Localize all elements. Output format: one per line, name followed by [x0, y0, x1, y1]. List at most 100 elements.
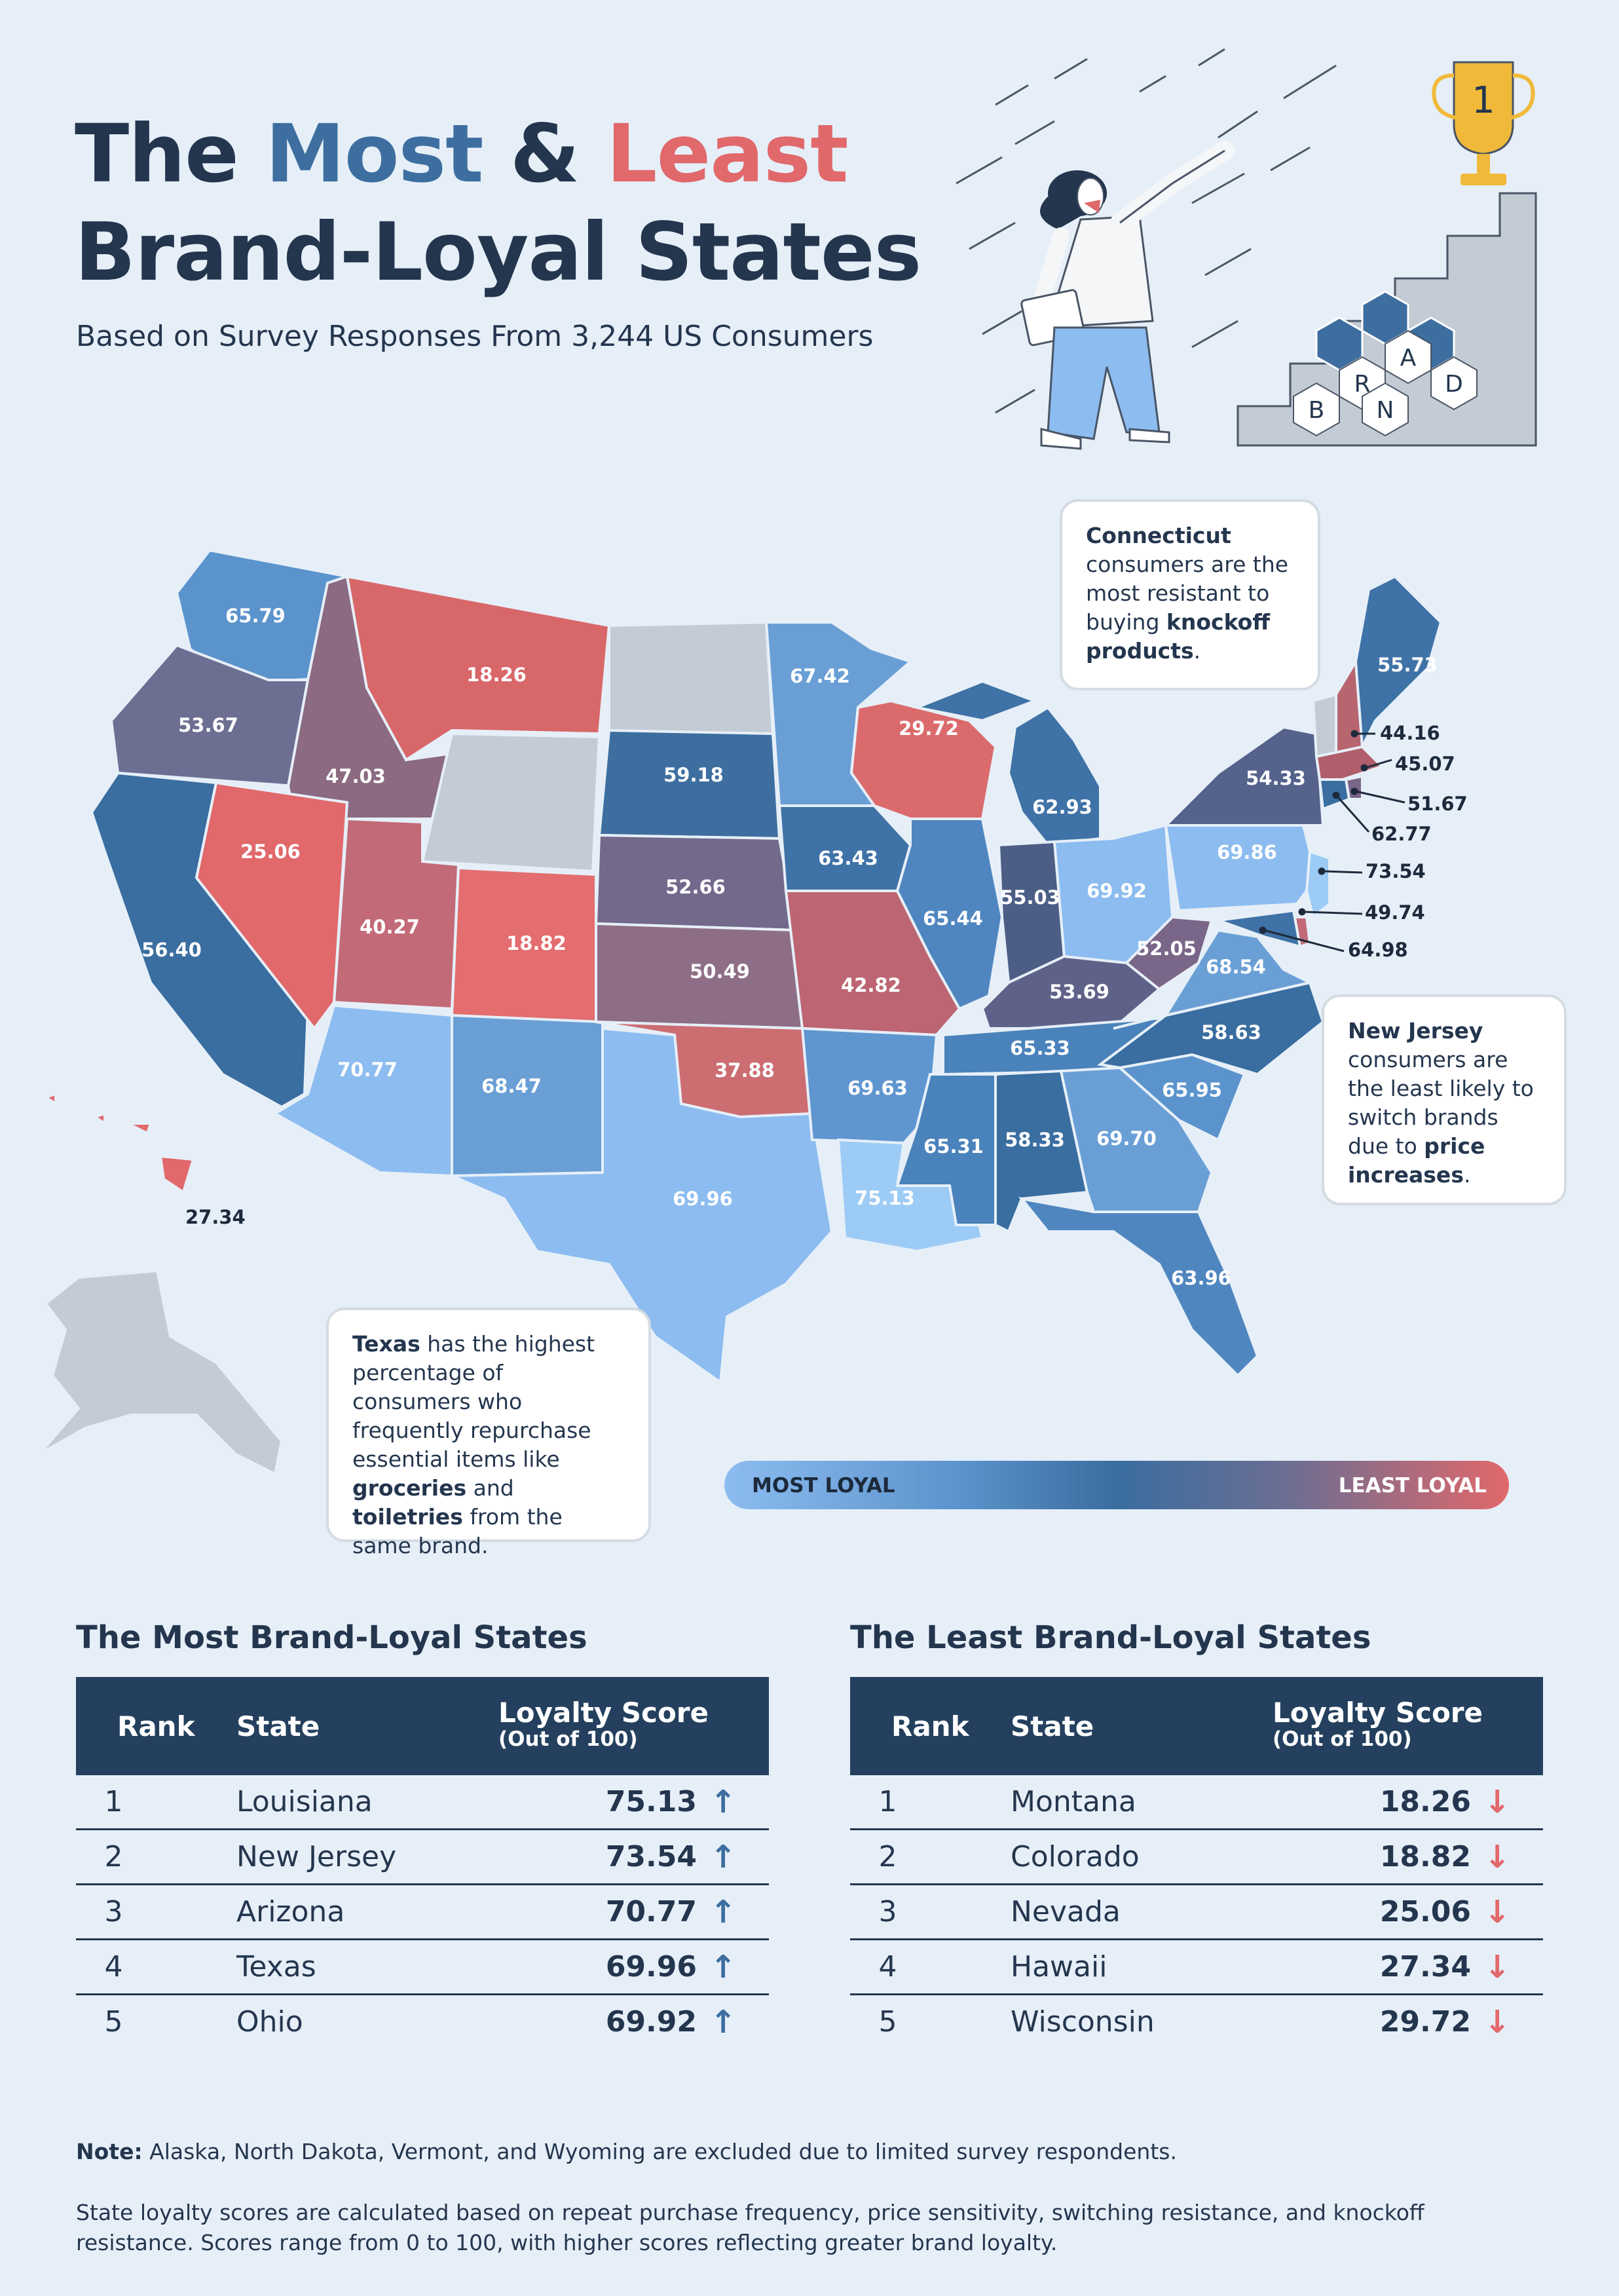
rank-cell: 3	[878, 1895, 897, 1929]
score-ny: 54.33	[1246, 767, 1306, 789]
table-row: 3 Nevada 25.06 ↓	[850, 1885, 1543, 1940]
least-table-title: The Least Brand-Loyal States	[850, 1619, 1371, 1656]
col-state: State	[236, 1710, 320, 1742]
score-wa: 65.79	[225, 605, 286, 627]
table-row: 5 Ohio 69.92 ↑	[76, 1995, 769, 2048]
state-cell: Texas	[236, 1950, 316, 1984]
rank-cell: 3	[104, 1895, 123, 1929]
score-ca: 56.40	[141, 939, 202, 961]
state-cell: Nevada	[1011, 1895, 1121, 1929]
title-least: Least	[606, 107, 849, 200]
rank-cell: 5	[104, 2005, 123, 2039]
callout-text: .	[1193, 638, 1201, 664]
state-cell: Arizona	[236, 1895, 345, 1929]
col-score: Loyalty Score (Out of 100)	[498, 1697, 769, 1752]
callout-text: .	[1463, 1162, 1471, 1188]
brand-staircase-illustration: 1 B R A N D	[956, 48, 1537, 450]
hex-letter: D	[1445, 371, 1463, 398]
state-cell: Wisconsin	[1011, 2005, 1155, 2039]
score-cell: 18.26	[1379, 1785, 1471, 1818]
table-row: 4 Texas 69.96 ↑	[76, 1940, 769, 1995]
arrow-up-icon: ↑	[710, 1838, 737, 1875]
rank-cell: 1	[104, 1785, 123, 1818]
col-score-label: Loyalty Score	[498, 1697, 709, 1729]
state-maine	[1354, 574, 1443, 752]
score-cell: 27.34	[1379, 1950, 1471, 1984]
score-ok: 37.88	[715, 1059, 775, 1082]
us-loyalty-map: 65.79 53.67 56.40 47.03 25.06 18.26 40.2…	[38, 548, 1468, 1476]
score-tx: 69.96	[673, 1188, 733, 1210]
arrow-up-icon: ↑	[710, 1783, 737, 1820]
score-nc: 58.63	[1201, 1021, 1261, 1044]
score-oh: 69.92	[1087, 880, 1147, 902]
score-cell: 25.06	[1379, 1895, 1471, 1929]
callout-text: and	[466, 1475, 514, 1501]
score-ma: 45.07	[1395, 753, 1455, 775]
methodology-note: State loyalty scores are calculated base…	[76, 2200, 1424, 2255]
callout-strong: knockoff products	[1086, 609, 1271, 664]
hex-letter: R	[1354, 371, 1370, 398]
col-rank: Rank	[891, 1710, 969, 1742]
score-ct: 62.77	[1371, 823, 1432, 845]
title-the: The	[75, 107, 266, 200]
score-ky: 53.69	[1049, 981, 1109, 1003]
score-ut: 40.27	[360, 916, 420, 938]
score-mo: 42.82	[841, 974, 901, 996]
hex-letter: N	[1377, 397, 1394, 424]
score-md: 64.98	[1348, 939, 1408, 961]
score-va: 68.54	[1206, 956, 1266, 978]
rank-cell: 2	[878, 1840, 897, 1873]
exclusion-note: Note: Alaska, North Dakota, Vermont, and…	[76, 2137, 1543, 2167]
score-cell: 69.96	[605, 1950, 697, 1984]
score-cell: 18.82	[1379, 1840, 1471, 1873]
score-sd: 59.18	[663, 764, 724, 786]
state-cell: New Jersey	[236, 1840, 397, 1873]
arrow-up-icon: ↑	[710, 1948, 737, 1985]
score-ga: 69.70	[1096, 1127, 1157, 1150]
title-most: Most	[265, 107, 483, 200]
callout-text: has the highest percentage of consumers …	[352, 1331, 595, 1472]
table-row: 5 Wisconsin 29.72 ↓	[850, 1995, 1543, 2048]
state-utah	[332, 817, 460, 1011]
state-texas	[451, 1026, 834, 1385]
state-alaska	[38, 1269, 284, 1476]
score-mt: 18.26	[466, 664, 527, 686]
score-cell: 29.72	[1379, 2005, 1471, 2039]
state-cell: Montana	[1011, 1785, 1136, 1818]
callout-text: consumers are the least likely to switch…	[1348, 1047, 1534, 1159]
score-nh: 44.16	[1380, 722, 1440, 744]
score-co: 18.82	[506, 932, 567, 954]
state-cell: Colorado	[1011, 1840, 1140, 1873]
score-ri: 51.67	[1407, 793, 1468, 815]
callout-strong: toiletries	[352, 1504, 463, 1530]
state-cell: Hawaii	[1011, 1950, 1107, 1984]
score-mn: 67.42	[790, 665, 850, 687]
arrow-down-icon: ↓	[1484, 1838, 1511, 1875]
col-score-label: Loyalty Score	[1273, 1697, 1483, 1729]
title-line2: Brand-Loyal States	[75, 206, 921, 299]
state-massachusetts	[1314, 745, 1385, 781]
table-row: 2 New Jersey 73.54 ↑	[76, 1830, 769, 1885]
legend-most-loyal: MOST LOYAL	[752, 1474, 895, 1497]
state-illinois	[895, 818, 1004, 1011]
state-nevada	[195, 781, 349, 1031]
score-cell: 73.54	[605, 1840, 697, 1873]
score-fl: 63.96	[1171, 1267, 1231, 1289]
state-new-jersey	[1305, 850, 1331, 920]
score-sc: 65.95	[1162, 1079, 1222, 1101]
score-ks: 50.49	[690, 960, 750, 983]
score-wi: 29.72	[899, 717, 959, 740]
arrow-down-icon: ↓	[1484, 1893, 1511, 1930]
motion-lines	[956, 48, 1337, 414]
state-cell: Ohio	[236, 2005, 303, 2039]
rank-cell: 4	[878, 1950, 897, 1984]
score-cell: 75.13	[605, 1785, 697, 1818]
title-amp: &	[483, 107, 606, 200]
score-pa: 69.86	[1217, 841, 1277, 863]
rank-cell: 5	[878, 2005, 897, 2039]
page-title: The Most & Least Brand-Loyal States	[75, 105, 921, 301]
score-la: 75.13	[855, 1187, 915, 1209]
col-score-sub: (Out of 100)	[498, 1727, 638, 1751]
state-cell: Louisiana	[236, 1785, 373, 1818]
note-label: Note:	[76, 2139, 143, 2164]
